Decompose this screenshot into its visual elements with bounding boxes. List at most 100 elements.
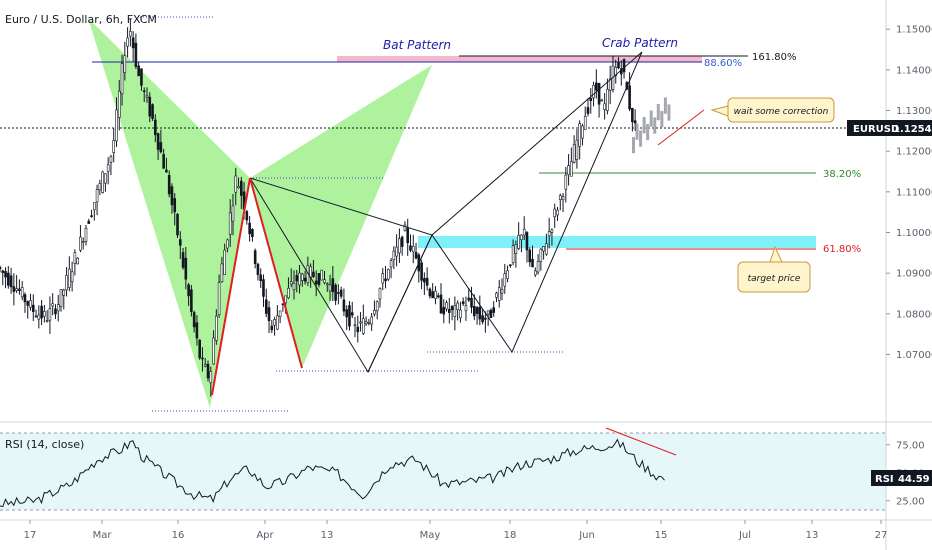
candle-body (262, 279, 265, 297)
candle-body (539, 248, 543, 262)
candle-body (459, 309, 462, 319)
price-tick-label: 1.13000 (896, 106, 932, 117)
candle-body (273, 319, 276, 326)
callout-box-correction (727, 97, 835, 123)
candle-body (142, 90, 146, 92)
candle-body (578, 123, 581, 147)
candle-body (115, 109, 118, 142)
candle-body (467, 297, 471, 301)
candle-body (567, 165, 570, 175)
rsi-line (0, 438, 665, 508)
candle-body (484, 317, 487, 320)
candle-body (398, 238, 401, 254)
candle-body (359, 321, 362, 324)
candle-body (509, 264, 512, 267)
time-tick-label: Apr (256, 530, 274, 541)
candle-body (339, 289, 343, 297)
candle-body (406, 227, 410, 244)
fib-161-label: 161.80% (752, 52, 797, 63)
candle-body (334, 284, 337, 301)
candle-body (345, 309, 348, 318)
callout-target-text: target price (748, 274, 801, 284)
candle-body (140, 68, 143, 86)
candle-body (395, 246, 398, 257)
candle-body (589, 98, 593, 101)
candle-body (553, 208, 557, 218)
candle-body (520, 234, 523, 240)
candle-body (251, 229, 254, 237)
bat-pattern-label: Bat Pattern (383, 38, 451, 52)
callout-box-target (737, 261, 811, 293)
candle-body (154, 119, 157, 136)
projected-candle (649, 110, 653, 127)
candle-body (20, 287, 24, 298)
candle-body (176, 213, 179, 236)
time-tick-label: 18 (504, 530, 517, 541)
candle-body (478, 306, 482, 320)
candle-body (18, 288, 21, 291)
rsi-tag-label: RSI (875, 474, 894, 485)
price-tick-label: 1.07000 (896, 350, 932, 361)
candle-body (583, 116, 587, 130)
candle-body (492, 307, 495, 313)
candle-body (9, 275, 13, 288)
candle-body (109, 156, 113, 163)
candle-body (386, 269, 390, 280)
candle-body (178, 239, 182, 246)
candle-body (439, 294, 443, 314)
candle-body (131, 37, 135, 49)
candle-body (370, 316, 373, 325)
candle-body (234, 175, 238, 193)
candle-body (117, 90, 121, 118)
candle-body (56, 304, 60, 312)
candle-body (389, 260, 393, 268)
candle-body (525, 232, 529, 251)
candle-body (65, 275, 68, 291)
price-tick-label: 1.14000 (896, 65, 932, 76)
candle-body (101, 171, 104, 193)
candle-body (215, 315, 218, 341)
candle-body (156, 133, 160, 150)
candle-body (622, 59, 626, 73)
candle-body (461, 301, 465, 305)
candle-body (522, 228, 526, 236)
candle-body (436, 295, 440, 298)
candle-body (497, 287, 501, 301)
rsi-value-tag (871, 470, 932, 486)
candle-body (603, 103, 606, 110)
candle-body (511, 245, 515, 264)
chart-title: Euro / U.S. Dollar, 6h, FXCM (5, 13, 157, 26)
candle-body (362, 318, 365, 334)
candle-body (323, 279, 326, 283)
candle-body (470, 297, 473, 308)
candle-body (378, 288, 382, 300)
projected-candle (635, 123, 639, 140)
candle-body (29, 300, 32, 308)
candle-body (617, 61, 620, 69)
candle-body (600, 99, 604, 102)
rsi-divergence-line (605, 427, 677, 456)
candle-body (356, 326, 360, 333)
candle-body (528, 249, 532, 263)
candle-body (481, 315, 484, 323)
candle-body (364, 321, 368, 325)
candle-body (245, 211, 249, 221)
candle-body (517, 234, 520, 249)
candle-body (495, 292, 498, 298)
candle-body (187, 284, 190, 297)
candle-body (43, 311, 46, 317)
candle-body (93, 202, 96, 211)
candle-body (367, 322, 371, 324)
price-tick-label: 1.08000 (896, 309, 932, 320)
candle-body (561, 196, 565, 201)
candle-body (81, 241, 85, 243)
candle-body (228, 212, 232, 235)
candle-body (248, 222, 251, 235)
candle-body (531, 259, 534, 268)
candle-body (173, 198, 177, 213)
candle-body (226, 239, 229, 249)
candle-body (337, 292, 340, 294)
time-tick-label: 27 (875, 530, 888, 541)
candle-body (4, 271, 7, 278)
candle-body (54, 308, 57, 315)
